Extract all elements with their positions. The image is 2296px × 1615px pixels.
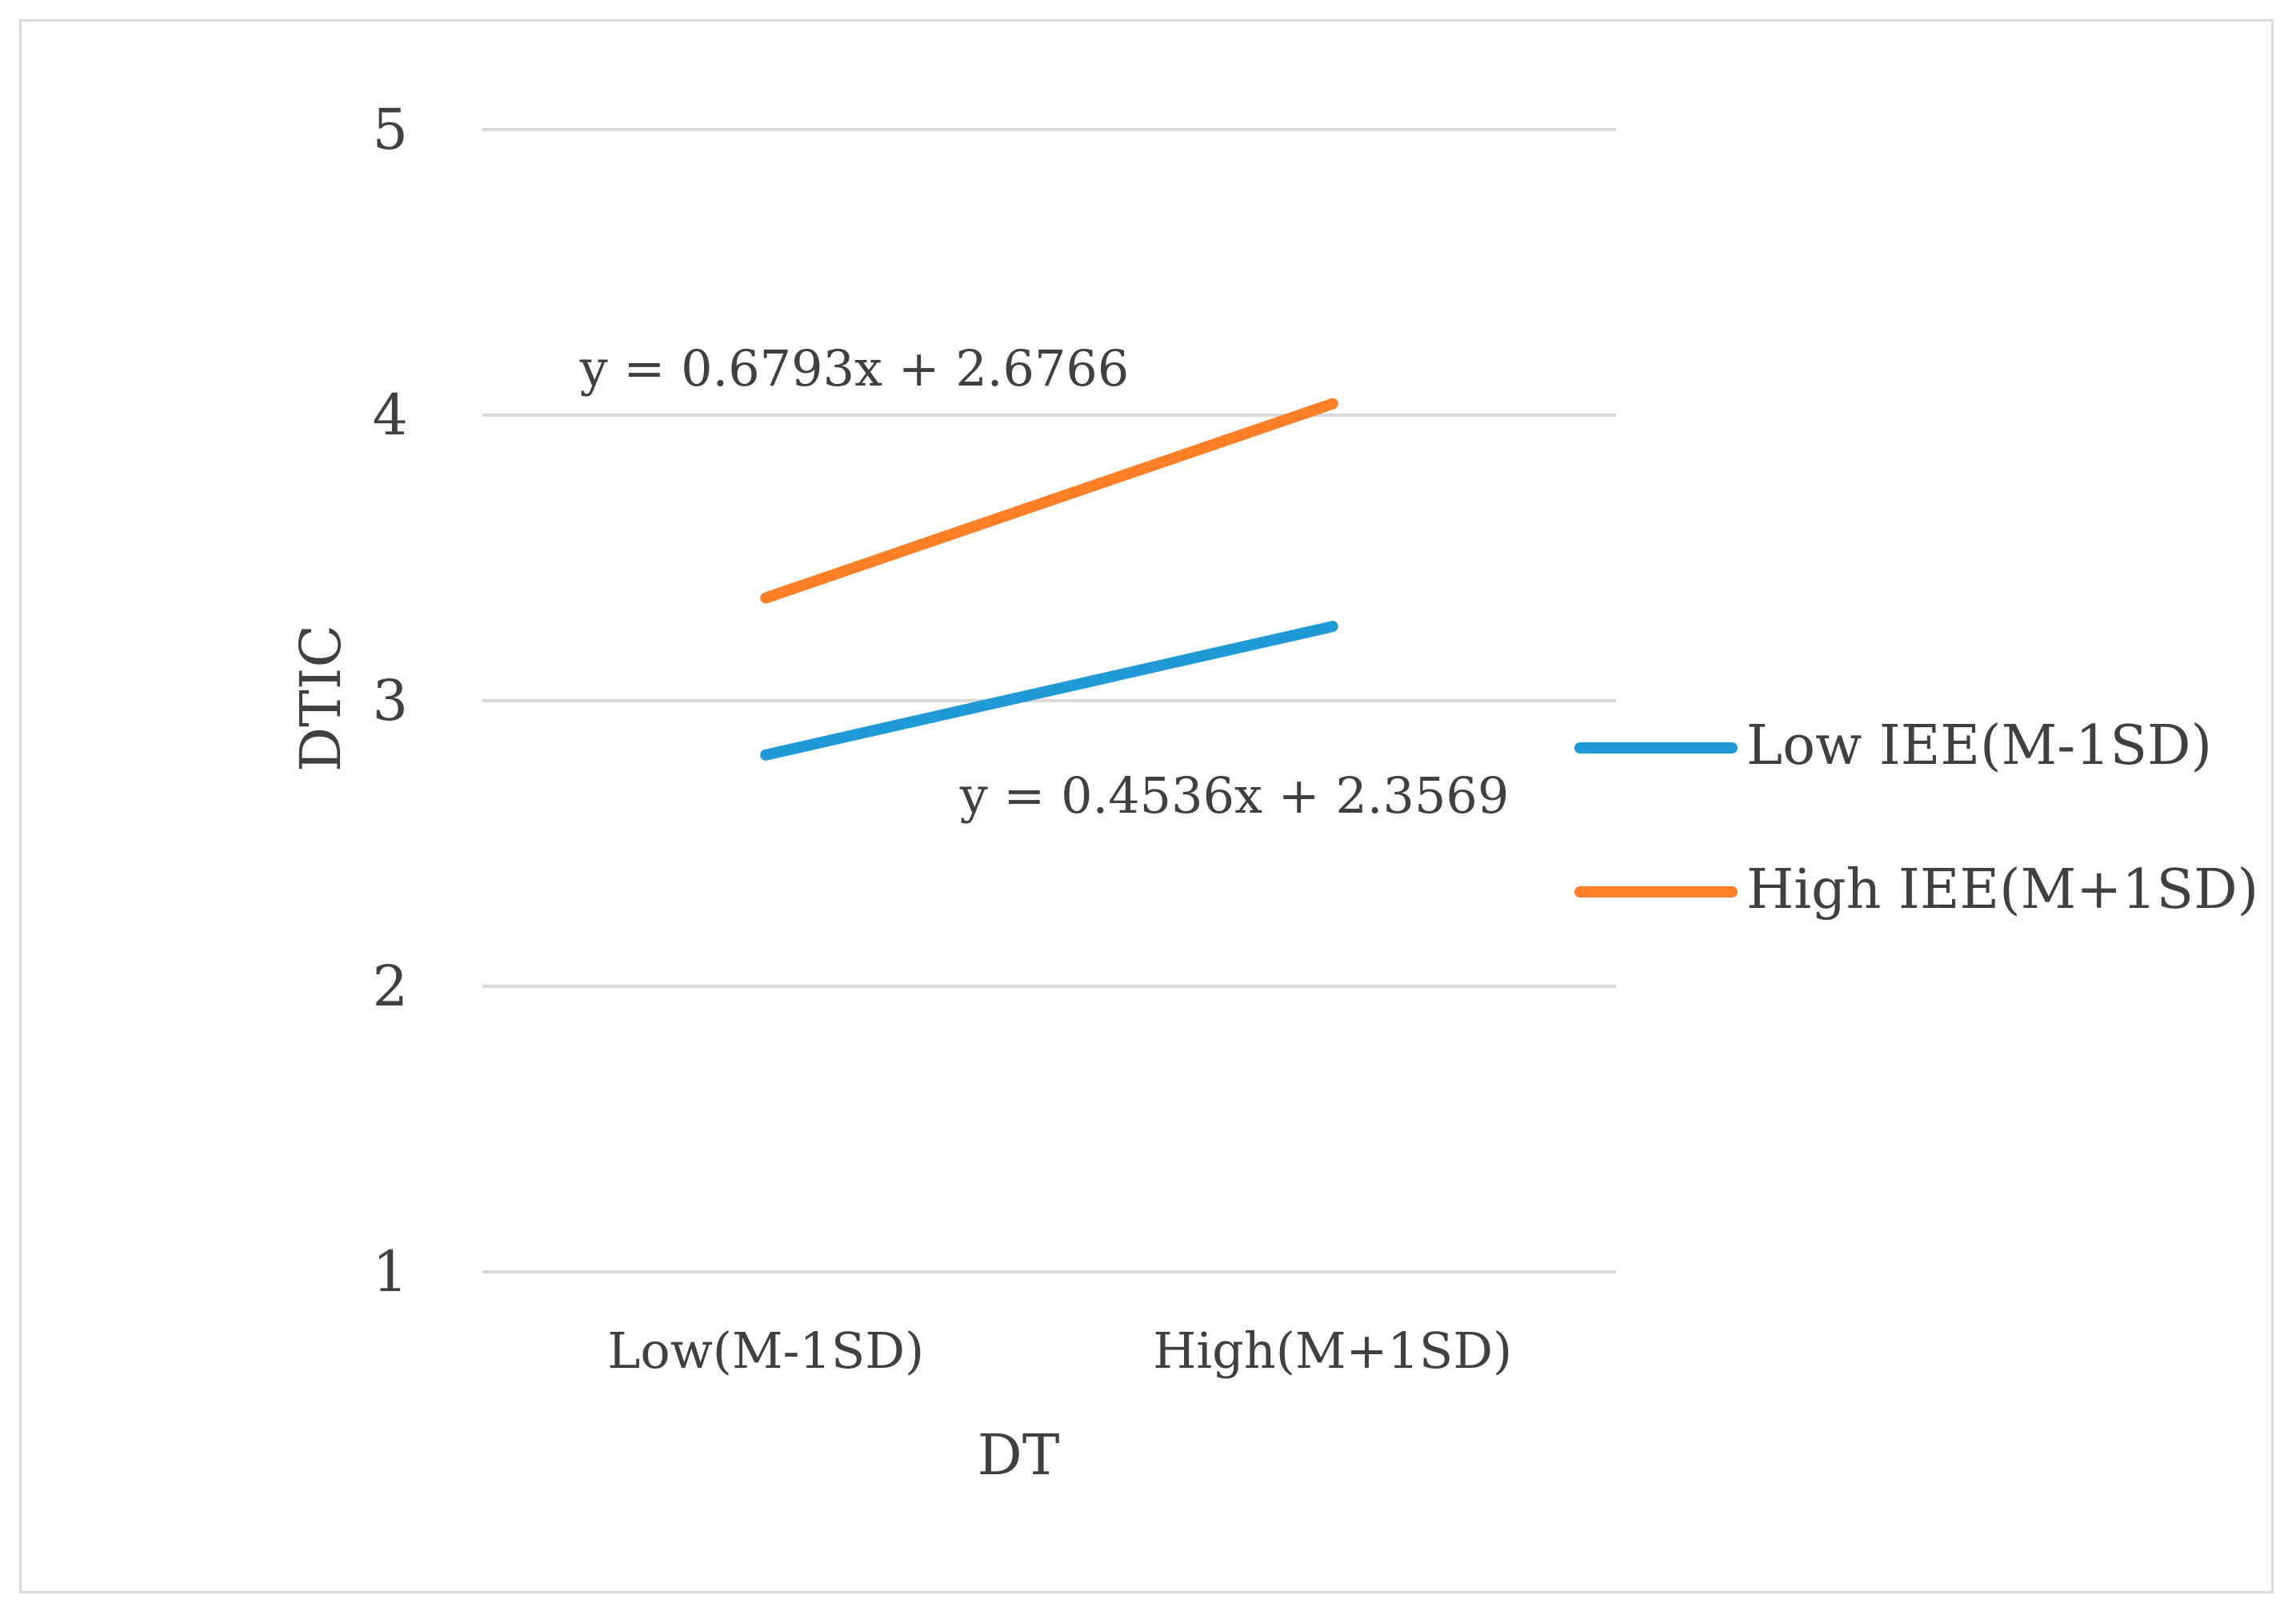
legend-item-low-iee: Low IEE(M-1SD) [1574,714,2212,778]
annotation-high-equation: y = 0.6793x + 2.6766 [579,339,1130,398]
y-tick-label: 1 [372,1239,408,1305]
legend: Low IEE(M-1SD) High IEE(M+1SD) [1574,714,2258,921]
legend-label-low-iee: Low IEE(M-1SD) [1746,714,2212,778]
y-tick-label: 2 [372,953,408,1019]
annotation-low-equation: y = 0.4536x + 2.3569 [959,766,1510,825]
y-axis-label: DTIC [288,625,354,772]
x-tick-label: High(M+1SD) [1153,1321,1512,1380]
series-line-low-iee [760,621,1338,761]
y-tick-label: 3 [372,668,408,734]
chart-frame [19,19,2274,1593]
y-tick-label: 5 [372,97,408,162]
x-tick-label: Low(M-1SD) [607,1321,924,1380]
series-line-high-iee [760,398,1338,604]
legend-item-high-iee: High IEE(M+1SD) [1574,858,2258,921]
gridlines [482,128,1616,1273]
x-axis-label: DT [978,1422,1060,1488]
series-lines [760,398,1338,761]
y-axis-ticks: 1 2 3 4 5 [372,97,408,1305]
legend-label-high-iee: High IEE(M+1SD) [1746,858,2258,921]
x-axis-ticks: Low(M-1SD) High(M+1SD) [607,1321,1512,1380]
y-tick-label: 4 [372,382,408,448]
